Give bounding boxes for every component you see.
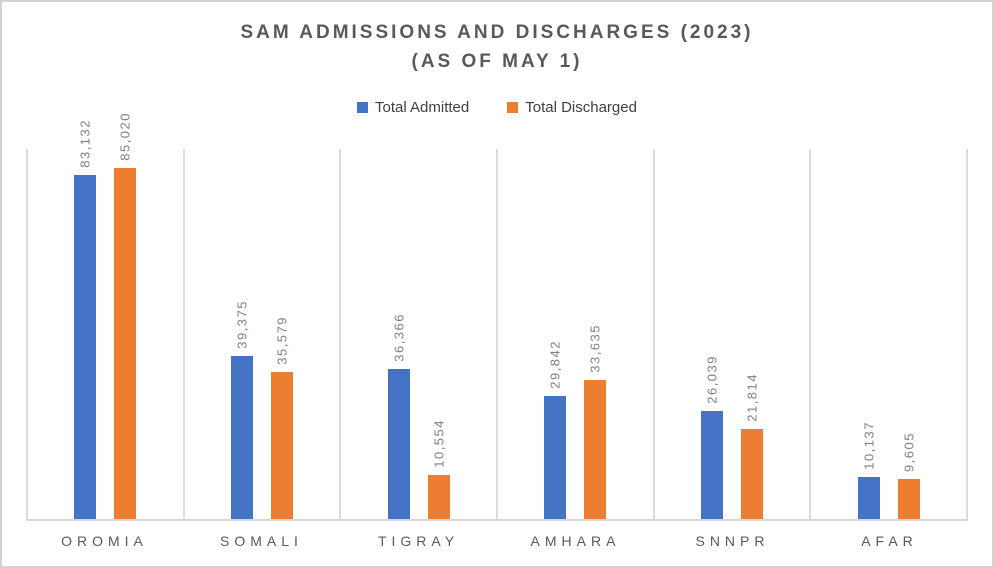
legend-item-total-admitted: Total Admitted xyxy=(357,99,469,116)
category-label-afar: AFAR xyxy=(861,533,918,549)
bar-total-admitted-snnpr: 26,039 xyxy=(701,355,724,519)
data-label-total-discharged-somali: 35,579 xyxy=(274,316,290,365)
bar-total-admitted-afar: 10,137 xyxy=(857,421,880,519)
data-label-total-discharged-tigray: 10,554 xyxy=(431,419,447,468)
category-label-oromia: OROMIA xyxy=(61,533,148,549)
bar-total-discharged-somali: 35,579 xyxy=(271,316,293,519)
data-label-total-admitted-afar: 10,137 xyxy=(861,421,877,470)
chart-title: SAM ADMISSIONS AND DISCHARGES (2023) (AS… xyxy=(2,18,992,76)
data-label-total-discharged-snnpr: 21,814 xyxy=(744,373,760,422)
bar-total-discharged-afar: 9,605 xyxy=(897,432,920,519)
data-label-total-discharged-oromia: 85,020 xyxy=(117,112,133,161)
data-label-total-discharged-afar: 9,605 xyxy=(901,431,917,472)
chart-title-line2: (AS OF MAY 1) xyxy=(411,51,583,72)
bar-total-discharged-oromia: 85,020 xyxy=(114,112,137,519)
legend-swatch-discharged-icon xyxy=(507,101,519,113)
bar-total-discharged-amhara: 33,635 xyxy=(584,324,607,519)
data-label-total-admitted-tigray: 36,366 xyxy=(391,313,407,362)
legend-label-total-discharged: Total Discharged xyxy=(525,98,637,116)
category-label-tigray: TIGRAY xyxy=(377,533,460,549)
category-band-oromia: 83,132 85,020 xyxy=(26,112,183,519)
bar-total-discharged-snnpr: 21,814 xyxy=(741,373,764,519)
category-label-amhara: AMHARA xyxy=(530,533,621,549)
category-label-snnpr: SNNPR xyxy=(695,533,770,549)
bar-total-admitted-somali: 39,375 xyxy=(231,300,253,519)
category-band-afar: 10,137 9,605 xyxy=(809,149,969,519)
category-axis: OROMIA SOMALI TIGRAY AMHARA SNNPR AFAR xyxy=(26,521,968,549)
legend-swatch-admitted-icon xyxy=(357,101,369,113)
chart-title-line1: SAM ADMISSIONS AND DISCHARGES (2023) xyxy=(240,22,754,43)
category-band-snnpr: 26,039 21,814 xyxy=(652,149,810,519)
category-label-somali: SOMALI xyxy=(220,533,303,549)
data-label-total-admitted-somali: 39,375 xyxy=(234,300,250,349)
category-band-somali: 39,375 35,579 xyxy=(182,149,340,519)
category-band-tigray: 36,366 10,554 xyxy=(339,149,496,519)
legend-item-total-discharged: Total Discharged xyxy=(507,99,637,116)
bar-total-admitted-tigray: 36,366 xyxy=(387,313,410,519)
category-band-amhara: 29,842 33,635 xyxy=(496,149,653,519)
data-label-total-discharged-amhara: 33,635 xyxy=(587,324,603,373)
bar-total-admitted-oromia: 83,132 xyxy=(74,119,97,519)
legend-label-total-admitted: Total Admitted xyxy=(375,98,470,116)
data-label-total-admitted-amhara: 29,842 xyxy=(547,340,563,389)
plot-area: 83,132 85,020 39,375 35,579 36,366 10,554 29,8… xyxy=(26,112,969,521)
data-label-total-admitted-snnpr: 26,039 xyxy=(704,355,720,404)
bar-total-admitted-amhara: 29,842 xyxy=(544,340,567,519)
data-label-total-admitted-oromia: 83,132 xyxy=(77,119,93,168)
legend: Total Admitted Total Discharged xyxy=(2,98,992,116)
bar-total-discharged-tigray: 10,554 xyxy=(427,419,450,519)
